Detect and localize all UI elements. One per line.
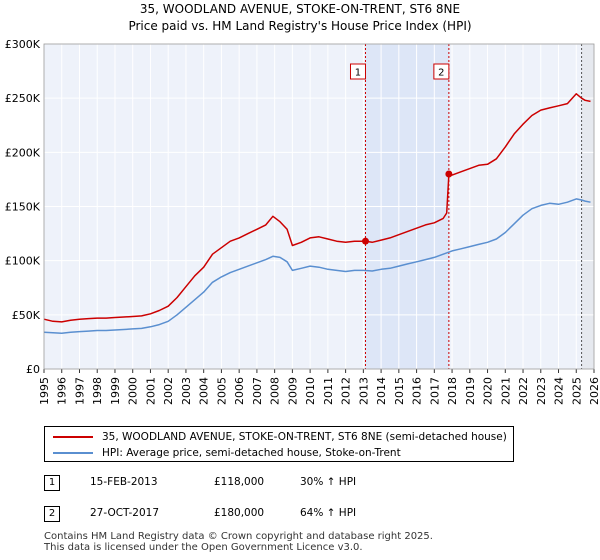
x-tick-label: 2009 (286, 377, 299, 405)
plot-border (43, 43, 595, 370)
transaction-date-2: 27-OCT-2017 (90, 507, 159, 519)
legend-label-property: 35, WOODLAND AVENUE, STOKE-ON-TRENT, ST6… (102, 431, 507, 443)
x-tick-label: 2015 (393, 377, 406, 405)
x-tick-label: 1997 (73, 377, 86, 405)
transaction-point (445, 170, 453, 178)
transaction-price-1: £118,000 (214, 476, 265, 488)
transaction-point (361, 237, 369, 245)
annotation-label: 2 (438, 68, 444, 79)
x-tick-label: 2007 (251, 377, 264, 405)
x-tick-label: 2017 (428, 377, 441, 405)
x-tick-label: 2020 (482, 377, 495, 405)
price-chart: £0 £50K £100K £150K £200K £250K £300K 1995 1996 1… (5, 38, 600, 405)
chart-subtitle: Price paid vs. HM Land Registry's House … (128, 19, 472, 33)
x-tick-label: 2024 (553, 377, 566, 405)
y-tick-label: £0 (26, 363, 40, 376)
x-tick-label: 2004 (198, 377, 211, 405)
y-tick-label: £250K (5, 92, 41, 105)
transaction-marker-2: 2 (44, 506, 60, 522)
x-tick-label: 2022 (517, 377, 530, 405)
transaction-hpi-2: 64% ↑ HPI (300, 507, 357, 519)
legend-item-property: 35, WOODLAND AVENUE, STOKE-ON-TRENT, ST6… (53, 429, 507, 445)
x-tick-label: 2012 (340, 377, 353, 405)
y-tick-label: £300K (5, 38, 41, 51)
x-tick-label: 2008 (269, 377, 282, 405)
annotation-label: 1 (355, 68, 361, 79)
x-tick-label: 2002 (162, 377, 175, 405)
x-tick-label: 1998 (91, 377, 104, 405)
x-tick-label: 2023 (535, 377, 548, 405)
legend-item-hpi: HPI: Average price, semi-detached house,… (53, 445, 401, 461)
x-tick-label: 2005 (215, 377, 228, 405)
x-tick-label: 2016 (411, 377, 424, 405)
x-tick-label: 2001 (144, 377, 157, 405)
legend: 35, WOODLAND AVENUE, STOKE-ON-TRENT, ST6… (44, 426, 514, 462)
x-tick-label: 2018 (446, 377, 459, 405)
y-tick-label: £100K (5, 255, 41, 268)
x-tick-label: 1995 (38, 377, 51, 405)
transaction-hpi-1: 30% ↑ HPI (300, 476, 357, 488)
x-tick-label: 2003 (180, 377, 193, 405)
x-tick-label: 2021 (499, 377, 512, 405)
y-tick-label: £200K (5, 146, 41, 159)
x-tick-label: 2025 (570, 377, 583, 405)
footer-licence: This data is licensed under the Open Gov… (44, 542, 363, 553)
x-tick-label: 1999 (109, 377, 122, 405)
series-line-property (43, 93, 591, 323)
x-tick-label: 2026 (588, 377, 600, 405)
x-tick-label: 2013 (357, 377, 370, 405)
x-tick-label: 1996 (56, 377, 69, 405)
x-tick-label: 2000 (127, 377, 140, 405)
x-tick-label: 2006 (233, 377, 246, 405)
x-tick-label: 2010 (304, 377, 317, 405)
series-line-hpi (43, 198, 591, 335)
y-tick-label: £150K (5, 201, 41, 214)
legend-label-hpi: HPI: Average price, semi-detached house,… (102, 447, 401, 459)
x-tick-label: 2019 (464, 377, 477, 405)
transaction-marker-1: 1 (44, 475, 60, 491)
legend-swatch-property (53, 436, 93, 438)
legend-swatch-hpi (53, 452, 93, 454)
footer-copyright: Contains HM Land Registry data © Crown c… (44, 531, 433, 542)
y-tick-label: £50K (12, 309, 41, 322)
x-tick-label: 2011 (322, 377, 335, 405)
transaction-price-2: £180,000 (214, 507, 265, 519)
annotation-box (349, 63, 366, 80)
transaction-date-1: 15-FEB-2013 (90, 476, 158, 488)
chart-title: 35, WOODLAND AVENUE, STOKE-ON-TRENT, ST6… (139, 2, 461, 16)
x-tick-label: 2014 (375, 377, 388, 405)
annotation-box (433, 63, 450, 80)
